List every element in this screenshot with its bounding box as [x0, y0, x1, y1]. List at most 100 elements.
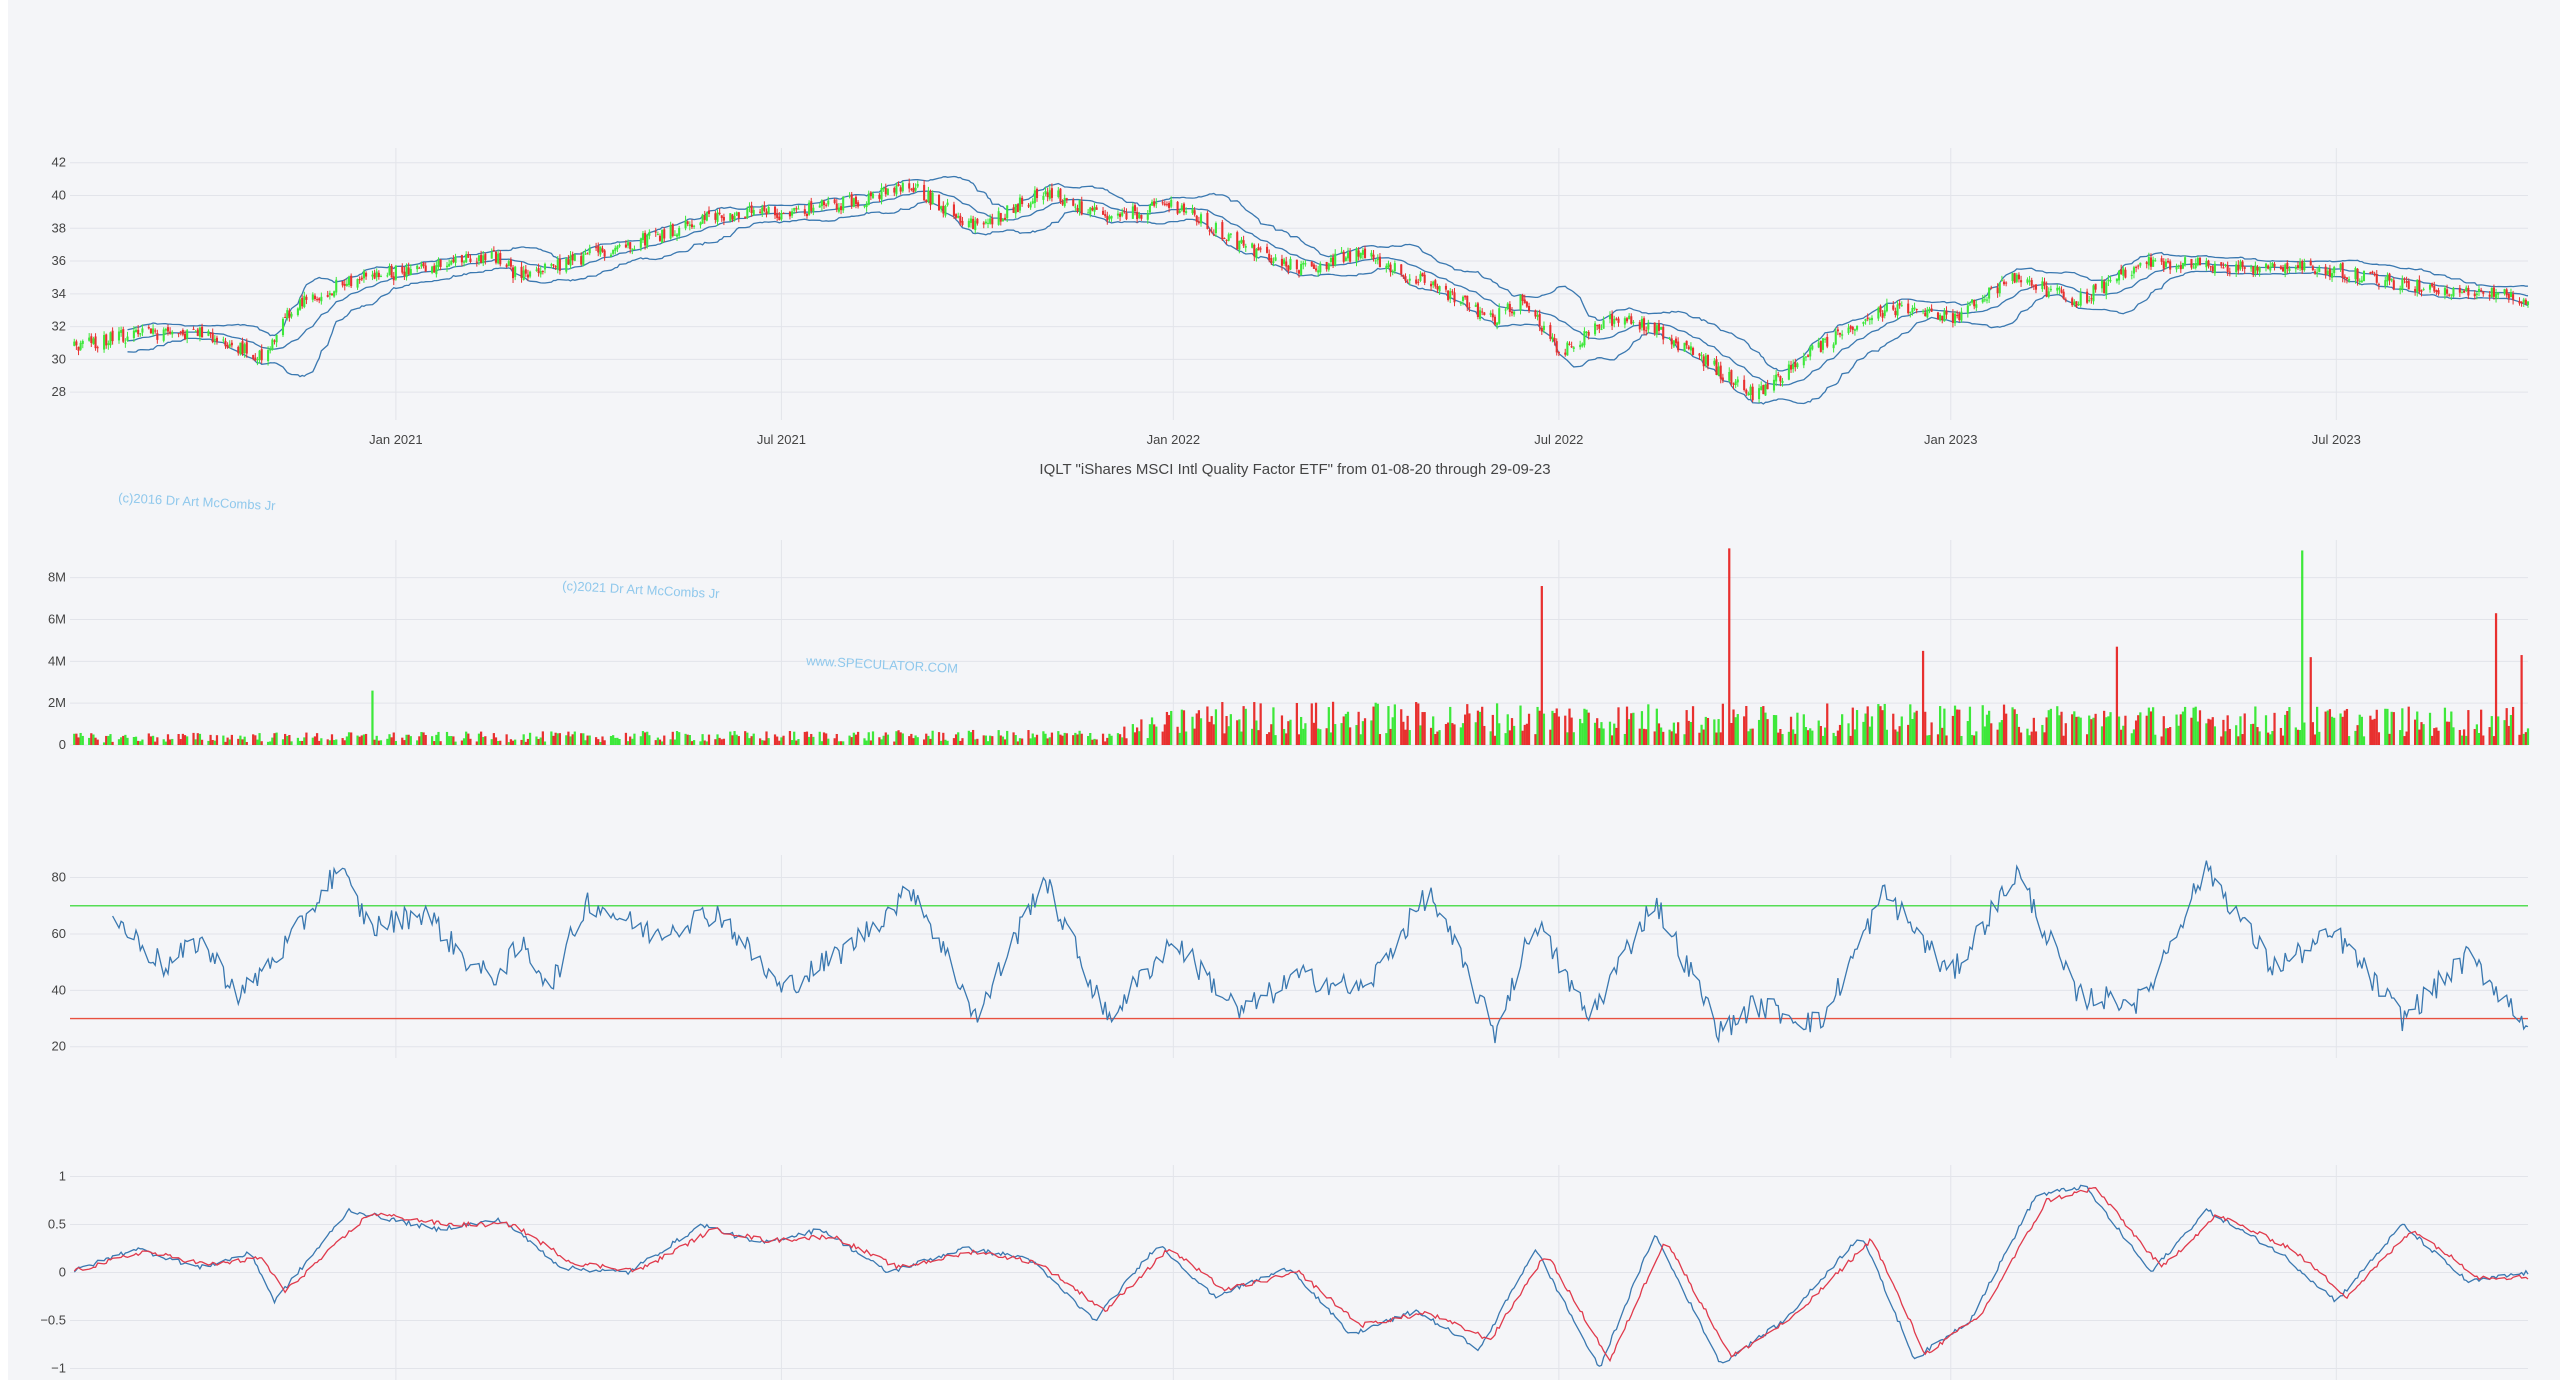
volume-bar [1355, 725, 1358, 745]
candle-body [644, 232, 647, 246]
candle-body [886, 188, 889, 195]
candle-body [2034, 284, 2038, 290]
volume-bar [1370, 720, 1373, 745]
candle-body [1078, 200, 1081, 212]
volume-bar [328, 740, 331, 745]
volume-bar [678, 732, 681, 745]
candle-body [803, 209, 806, 214]
volume-bar [1645, 729, 1648, 745]
candle-body [1185, 211, 1188, 213]
rsi-y-tick-label: 20 [52, 1039, 66, 1054]
volume-bar [643, 732, 647, 745]
volume-bar [663, 735, 666, 745]
volume-bar [117, 739, 121, 745]
volume-bar [2105, 717, 2108, 745]
volume-bar [954, 734, 958, 745]
candle-body [865, 204, 868, 208]
volume-bar [2198, 710, 2202, 745]
volume-bar [107, 735, 110, 745]
volume-bar [1423, 712, 1426, 745]
volume-bar [910, 733, 913, 745]
candle-body [433, 265, 436, 273]
candle-body [213, 338, 216, 341]
candle-body [284, 316, 287, 318]
candle-body [2443, 287, 2446, 296]
candle-body [422, 262, 425, 266]
candle-body [267, 350, 270, 362]
volume-bar [684, 733, 687, 745]
volume-bar [731, 735, 734, 745]
volume-bar [1987, 710, 1991, 745]
candle-body [2017, 274, 2020, 280]
volume-bar [854, 734, 858, 745]
candle-body [2294, 267, 2297, 270]
volume-bar [2175, 714, 2178, 745]
volume-bar [1116, 733, 1120, 745]
candle-body [409, 269, 412, 275]
candle-body [2388, 273, 2391, 281]
candle-body [976, 218, 979, 224]
volume-bar [2028, 735, 2031, 745]
candle-body [716, 212, 719, 222]
candle-body [245, 342, 248, 354]
candle-body [2326, 270, 2329, 275]
volume-bar [541, 731, 544, 745]
oscillator-y-tick-label: 1 [59, 1169, 66, 1184]
volume-bar [2026, 728, 2029, 745]
candle-body [507, 261, 510, 266]
volume-bar [1789, 716, 1793, 745]
volume-bar [2497, 716, 2500, 745]
volume-bar [588, 735, 591, 745]
candle-body [1021, 197, 1024, 205]
candle-body [390, 265, 393, 278]
volume-bar [1823, 727, 1827, 745]
candle-body [1155, 203, 1158, 205]
candle-body [1087, 212, 1090, 214]
volume-bar [2362, 736, 2366, 745]
volume-bar [1506, 714, 1509, 745]
volume-bar [303, 737, 306, 745]
candle-body [2205, 260, 2208, 268]
volume-bar [1883, 703, 1886, 745]
candle-body [1461, 296, 1465, 301]
volume-bar [1287, 721, 1290, 745]
candle-body [2064, 299, 2067, 301]
candle-body [2422, 289, 2425, 291]
candle-body [2139, 262, 2142, 266]
candle-body [1566, 342, 1569, 356]
volume-bar [1956, 709, 1959, 745]
volume-bar [1106, 737, 1109, 745]
candle-body [2460, 292, 2464, 294]
candle-body [714, 213, 717, 220]
candle-body [788, 211, 791, 217]
candle-body [2109, 280, 2112, 282]
candle-body [1372, 254, 1375, 260]
candle-body [2090, 298, 2093, 300]
volume-bar [1255, 720, 1258, 745]
volume-bar [2482, 735, 2485, 745]
candle-body [2011, 273, 2014, 281]
candle-body [134, 329, 138, 333]
candle-body [2130, 274, 2133, 276]
volume-bar [1879, 706, 1882, 745]
volume-bar [705, 741, 708, 745]
candle-body [1340, 251, 1343, 253]
volume-bar [750, 736, 753, 745]
volume-bar [716, 734, 719, 745]
volume-bar [252, 734, 255, 745]
candle-body [1513, 311, 1516, 315]
volume-bar [2239, 716, 2242, 745]
candle-body [1807, 355, 1810, 357]
candle-body [469, 258, 472, 262]
candle-body [1363, 248, 1367, 259]
candle-body [537, 268, 540, 274]
volume-bar [2279, 727, 2283, 745]
candle-body [1476, 303, 1479, 317]
volume-bar [2318, 731, 2321, 745]
volume-bar [1868, 726, 1871, 745]
candle-body [588, 248, 591, 254]
volume-bar [2269, 734, 2272, 745]
volume-bar [490, 739, 493, 745]
volume-bar [612, 735, 615, 745]
volume-bar [254, 735, 257, 745]
